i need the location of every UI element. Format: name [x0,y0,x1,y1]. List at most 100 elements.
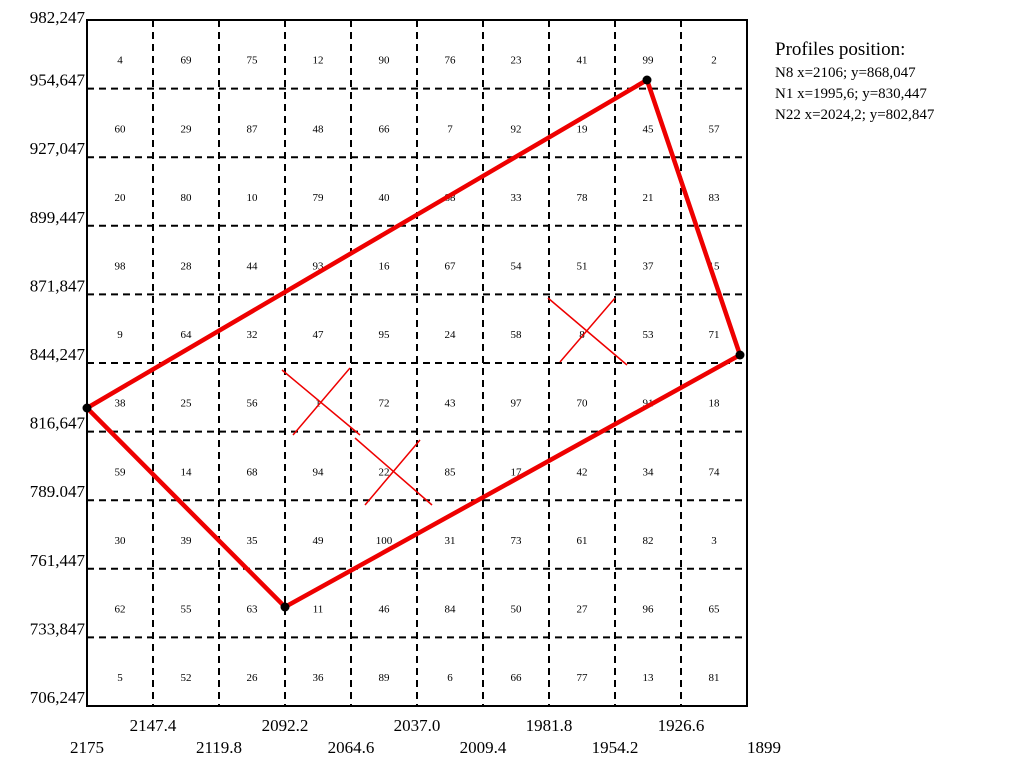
x-label: 1899 [747,738,781,757]
cell-number: 14 [181,466,193,478]
cell-number: 83 [709,192,721,204]
cell-number: 42 [577,466,588,478]
cell-number: 23 [511,55,523,67]
x-label: 2037.0 [394,716,441,735]
cell-number: 72 [379,398,390,410]
cell-number: 70 [577,398,589,410]
x-label: 2119.8 [196,738,242,757]
cell-number: 82 [643,535,654,547]
y-label: 706,247 [30,688,86,707]
cell-number: 57 [709,123,721,135]
cell-number: 10 [247,192,259,204]
crosses [281,297,628,506]
cell-number: 93 [313,260,325,272]
legend-line: N22 x=2024,2; y=802,847 [775,107,935,123]
cell-number: 32 [247,329,258,341]
cell-number: 79 [313,192,325,204]
x-label: 1954.2 [592,738,639,757]
cell-number: 50 [511,603,523,615]
cross-line [292,367,351,436]
area-polygon [83,76,743,610]
cell-number: 36 [313,672,325,684]
cell-number: 28 [181,260,193,272]
cell-number: 62 [115,603,126,615]
legend-title: Profiles position: [775,39,905,60]
y-label: 816,647 [30,414,86,433]
cell-number: 66 [511,672,523,684]
cell-number: 29 [181,123,193,135]
y-label: 789.047 [30,482,86,501]
vertex [280,602,290,612]
cell-number: 78 [577,192,589,204]
y-label: 927,047 [30,139,86,158]
cell-number: 43 [445,398,457,410]
x-label: 1981.8 [526,716,573,735]
cross-line [364,439,421,506]
cell-number: 47 [313,329,325,341]
legend-line: N8 x=2106; y=868,047 [775,65,916,81]
y-label: 761,447 [30,551,86,570]
cell-number: 88 [445,192,457,204]
y-label: 733,847 [30,619,86,638]
cell-number: 15 [709,260,721,272]
cell-number: 87 [247,123,259,135]
cell-number: 76 [445,55,457,67]
y-label: 899,447 [30,208,86,227]
cell-number: 45 [643,123,655,135]
x-label: 2092.2 [262,716,309,735]
cell-number: 17 [511,466,523,478]
cell-number: 89 [379,672,391,684]
cell-number: 61 [577,535,588,547]
cell-number: 51 [577,260,588,272]
cell-number: 16 [379,260,391,272]
cell-number: 67 [445,260,457,272]
cell-number: 22 [379,466,390,478]
cell-number: 2 [711,55,717,67]
x-label: 1926.6 [658,716,705,735]
grid-lines [87,20,747,706]
cell-number: 21 [643,192,654,204]
cell-number: 84 [445,603,457,615]
cell-number: 85 [445,466,457,478]
cell-number: 31 [445,535,456,547]
cell-number: 6 [447,672,453,684]
y-label: 871,847 [30,276,86,295]
cell-number: 80 [181,192,193,204]
y-label: 844,247 [30,345,86,364]
cell-number: 11 [313,603,324,615]
x-label: 2009.4 [460,738,507,757]
cell-number: 52 [181,672,192,684]
cell-number: 7 [447,123,453,135]
cell-number: 98 [115,260,127,272]
cell-number: 26 [247,672,259,684]
cell-number: 46 [379,603,391,615]
cell-number: 35 [247,535,259,547]
cell-number: 39 [181,535,193,547]
cell-number: 99 [643,55,655,67]
vertices [82,75,745,612]
cell-number: 69 [181,55,193,67]
cell-number: 33 [511,192,523,204]
cell-number: 25 [181,398,193,410]
cross-line [559,297,616,363]
cell-number: 19 [577,123,589,135]
cell-number: 48 [313,123,325,135]
cell-number: 49 [313,535,325,547]
cell-number: 37 [643,260,655,272]
cell-number: 54 [511,260,523,272]
vertex [642,75,652,85]
cell-number: 18 [709,398,721,410]
cell-number: 40 [379,192,391,204]
cross-line [547,297,628,366]
cell-number: 30 [115,535,127,547]
cell-number: 24 [445,329,457,341]
cell-number: 96 [643,603,655,615]
cell-number: 27 [577,603,589,615]
cell-number: 63 [247,603,259,615]
cell-number: 38 [115,398,127,410]
cell-number: 4 [117,55,123,67]
cell-number: 9 [117,329,123,341]
cell-number: 60 [115,123,127,135]
